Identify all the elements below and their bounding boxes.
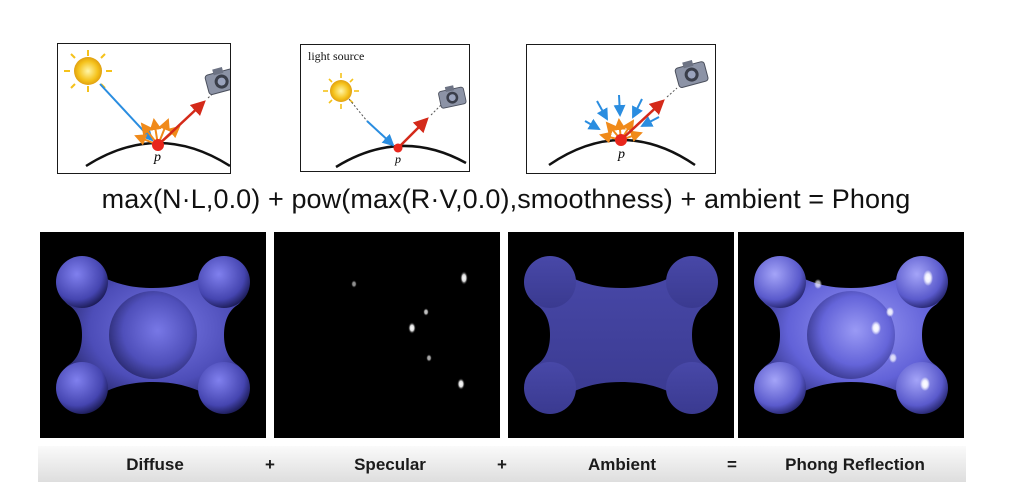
camera-icon xyxy=(674,60,709,88)
specular-render xyxy=(274,232,500,438)
light-source-label: light source xyxy=(308,49,365,63)
specular-diagram: light source p xyxy=(300,44,470,172)
camera-icon xyxy=(204,67,230,95)
caption-diffuse: Diffuse xyxy=(126,455,184,474)
caption-phong: Phong Reflection xyxy=(785,455,925,474)
diffuse-diagram: p xyxy=(57,43,231,174)
point-label: p xyxy=(618,147,625,162)
ambient-render xyxy=(508,232,734,438)
sun-icon xyxy=(323,73,359,109)
camera-icon xyxy=(438,85,467,109)
surface-point xyxy=(152,139,164,151)
point-label: p xyxy=(154,150,161,165)
diffuse-render xyxy=(40,232,266,438)
caption-plus-1: + xyxy=(265,455,275,474)
caption-equals: = xyxy=(727,455,737,474)
phong-formula: max(N·L,0.0) + pow(max(R·V,0.0),smoothne… xyxy=(101,184,911,214)
point-label: p xyxy=(395,152,401,166)
caption-ambient: Ambient xyxy=(588,455,656,474)
surface-point xyxy=(393,143,403,153)
surface-point xyxy=(615,134,627,146)
caption-specular: Specular xyxy=(354,455,426,474)
sun-icon xyxy=(64,50,112,92)
caption-plus-2: + xyxy=(497,455,507,474)
ambient-diagram: p xyxy=(526,44,716,174)
caption-bar xyxy=(38,446,966,482)
phong-render xyxy=(738,232,964,438)
